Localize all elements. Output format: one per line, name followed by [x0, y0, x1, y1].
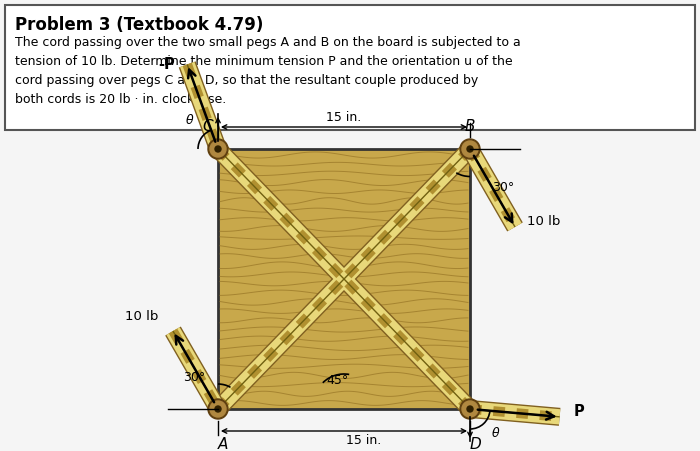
- Text: 10 lb: 10 lb: [527, 216, 561, 229]
- Text: C: C: [202, 119, 213, 134]
- Text: 15 in.: 15 in.: [326, 111, 362, 124]
- Circle shape: [210, 141, 226, 157]
- Text: 30°: 30°: [183, 371, 205, 384]
- Bar: [218, 149, 470, 409]
- Circle shape: [460, 139, 480, 159]
- Text: D: D: [469, 437, 481, 451]
- Circle shape: [210, 401, 226, 417]
- Text: θ: θ: [186, 114, 194, 127]
- Text: 15 in.: 15 in.: [346, 434, 382, 447]
- Circle shape: [462, 141, 478, 157]
- Circle shape: [460, 399, 480, 419]
- Circle shape: [215, 406, 221, 412]
- Text: 10 lb: 10 lb: [125, 310, 158, 323]
- Circle shape: [208, 399, 228, 419]
- Text: P: P: [574, 405, 584, 419]
- Text: 30°: 30°: [492, 181, 514, 194]
- Circle shape: [462, 401, 478, 417]
- Circle shape: [208, 139, 228, 159]
- Circle shape: [215, 146, 221, 152]
- Text: Problem 3 (Textbook 4.79): Problem 3 (Textbook 4.79): [15, 16, 263, 34]
- Text: The cord passing over the two small pegs A and B on the board is subjected to a
: The cord passing over the two small pegs…: [15, 36, 521, 106]
- Circle shape: [467, 146, 473, 152]
- Text: 45°: 45°: [326, 374, 349, 387]
- Circle shape: [467, 406, 473, 412]
- Text: θ: θ: [492, 427, 500, 440]
- FancyBboxPatch shape: [5, 5, 695, 130]
- Text: B: B: [465, 119, 475, 134]
- Text: -P: -P: [158, 57, 175, 72]
- Text: A: A: [218, 437, 228, 451]
